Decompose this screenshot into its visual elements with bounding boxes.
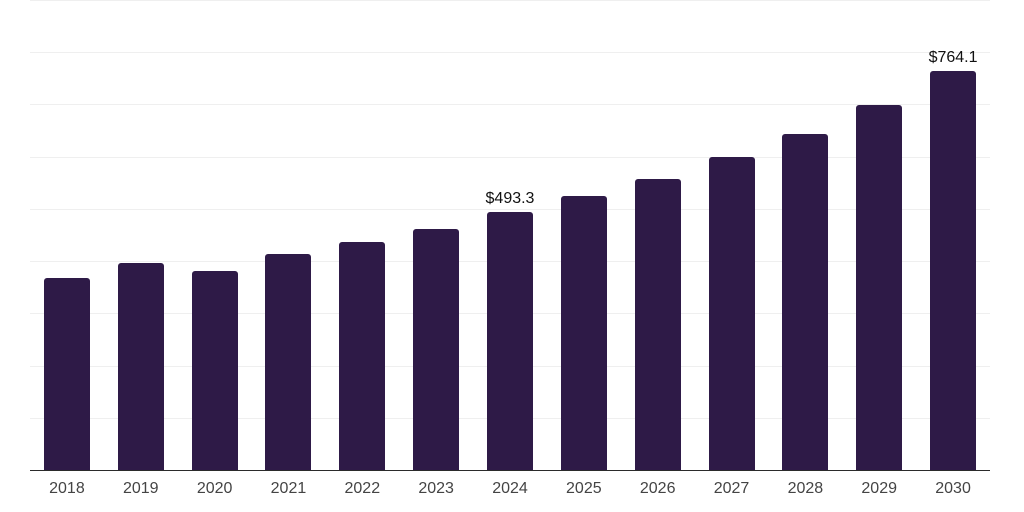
- bar-2026: [634, 178, 681, 470]
- bar-2024: [486, 212, 533, 470]
- x-axis: 2018 2019 2020 2021 2022 2023 2024 2025 2026 2027…: [30, 471, 990, 512]
- x-tick-label-2025: 2025: [566, 480, 602, 497]
- value-label-2024: $493.3: [485, 190, 535, 208]
- bar-2029: [856, 104, 903, 470]
- bar-column-2030: $764.1: [916, 0, 990, 470]
- x-tick-label-2020: 2020: [196, 480, 233, 497]
- bar-2022: [339, 242, 386, 470]
- bar-column-2018: [30, 0, 104, 470]
- bar-column-2027: [695, 0, 769, 470]
- x-tick-label-2019: 2019: [122, 480, 159, 497]
- bar-2025: [560, 196, 607, 470]
- bar-2023: [413, 228, 460, 470]
- x-tick-label-2030: 2030: [935, 480, 971, 497]
- x-tick-label-2026: 2026: [639, 480, 676, 497]
- x-tick-label-2029: 2029: [861, 480, 897, 497]
- bar-column-2028: [768, 0, 842, 470]
- bar-2030: [930, 70, 977, 470]
- plot-area: $493.3 $764.1: [30, 0, 990, 471]
- x-tick-label-2023: 2023: [418, 480, 454, 497]
- bar-2019: [117, 262, 164, 470]
- x-tick-label-2022: 2022: [344, 480, 381, 497]
- value-label-2030: $764.1: [928, 48, 978, 66]
- bar-column-2023: [399, 0, 473, 470]
- bar-2028: [782, 133, 829, 470]
- x-tick-label-2027: 2027: [713, 480, 750, 497]
- bar-column-2019: [104, 0, 178, 470]
- bar-column-2021: [252, 0, 326, 470]
- bar-2021: [265, 254, 312, 470]
- bar-column-2029: [842, 0, 916, 470]
- bar-2018: [43, 277, 90, 470]
- x-tick-label-2021: 2021: [270, 480, 307, 497]
- bar-column-2024: $493.3: [473, 0, 547, 470]
- x-tick-label-2018: 2018: [49, 480, 85, 497]
- x-tick-label-2028: 2028: [787, 480, 824, 497]
- x-tick-label-2024: 2024: [492, 480, 528, 497]
- bar-2020: [191, 270, 238, 470]
- bar-column-2022: [325, 0, 399, 470]
- bar-column-2026: [621, 0, 695, 470]
- bar-column-2020: [178, 0, 252, 470]
- bar-2027: [708, 156, 755, 470]
- bar-column-2025: [547, 0, 621, 470]
